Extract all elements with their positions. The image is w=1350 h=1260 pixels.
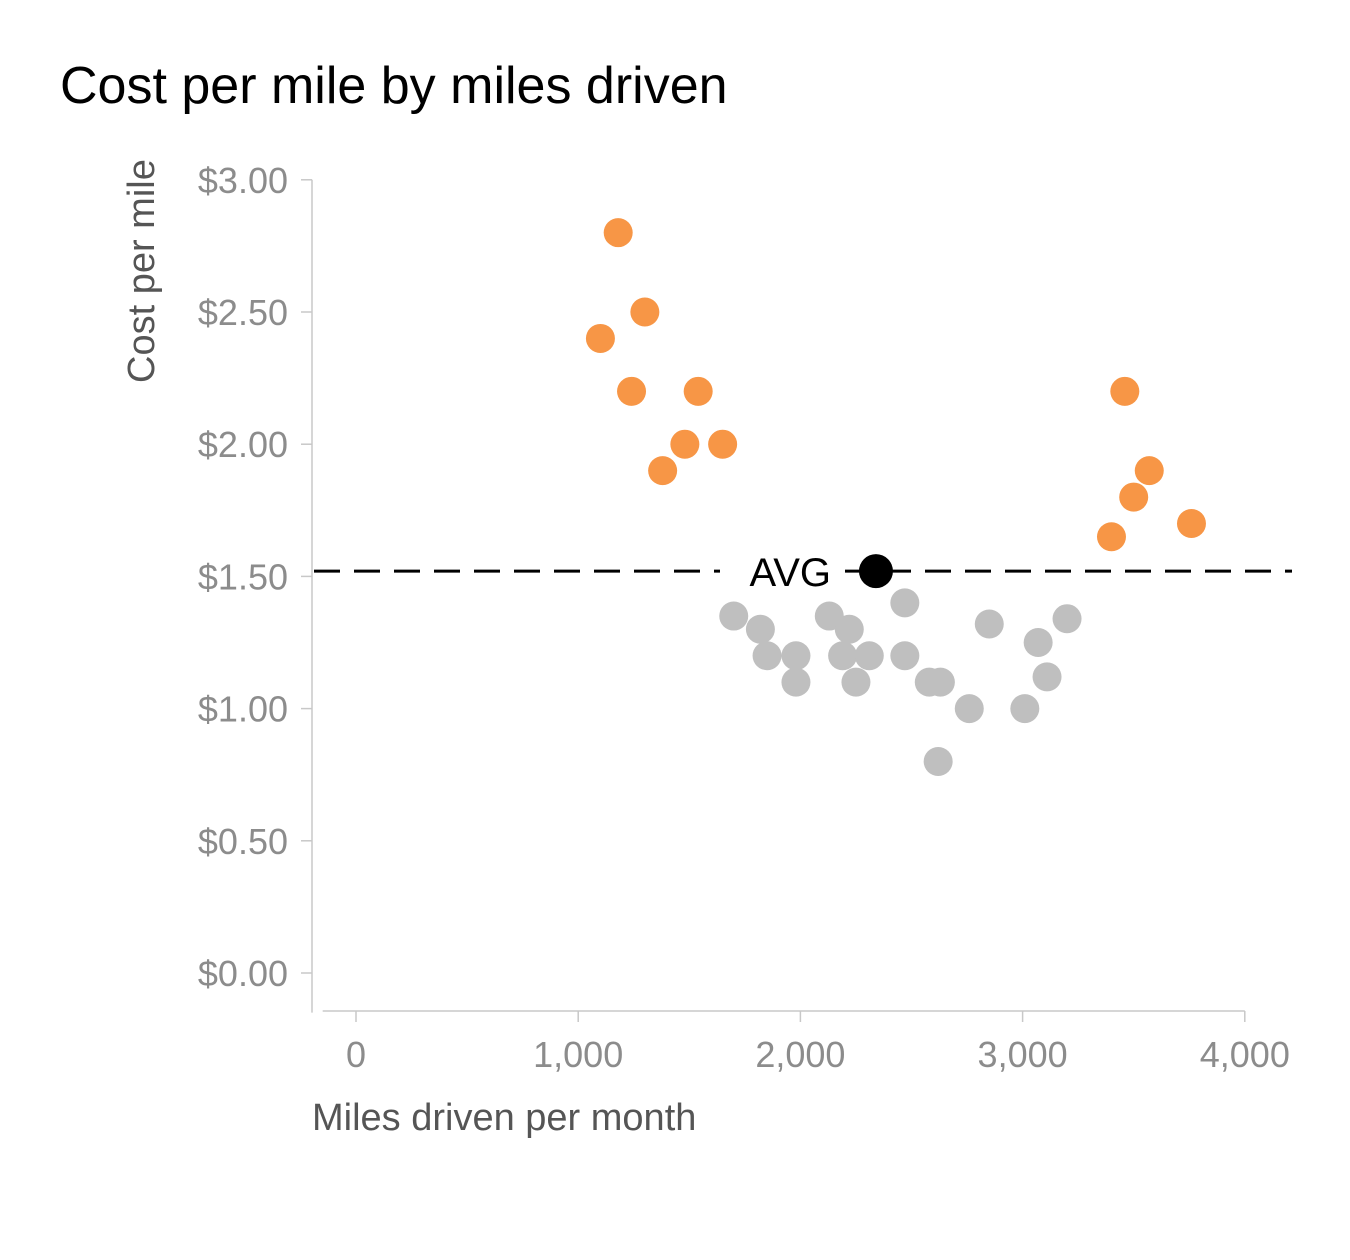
data-point xyxy=(1010,694,1040,724)
y-tick-label: $2.50 xyxy=(198,292,288,333)
average-label: AVG xyxy=(749,551,831,595)
x-tick-label: 0 xyxy=(346,1034,366,1075)
data-point xyxy=(890,641,920,671)
data-point xyxy=(683,376,713,406)
data-point xyxy=(719,601,749,631)
chart-title: Cost per mile by miles driven xyxy=(60,57,728,115)
data-point xyxy=(585,323,615,353)
data-point xyxy=(974,609,1004,639)
data-point xyxy=(923,746,953,776)
data-point xyxy=(617,376,647,406)
data-point xyxy=(828,641,858,671)
data-point xyxy=(954,694,984,724)
x-axis: 0 1,000 2,000 3,000 4,000 xyxy=(322,1010,1290,1075)
x-tick-label: 1,000 xyxy=(533,1034,623,1075)
data-point xyxy=(1052,604,1082,634)
data-point xyxy=(1096,522,1126,552)
y-tick-label: $0.50 xyxy=(198,821,288,862)
x-tick-label: 3,000 xyxy=(978,1034,1068,1075)
x-tick-label: 4,000 xyxy=(1200,1034,1290,1075)
data-point xyxy=(708,429,738,459)
data-point xyxy=(603,218,633,248)
y-tick-label: $3.00 xyxy=(198,160,288,201)
data-point xyxy=(1119,482,1149,512)
average-layer: AVG xyxy=(314,551,1292,595)
data-point xyxy=(1023,628,1053,657)
data-point xyxy=(841,667,871,697)
data-point xyxy=(781,667,811,697)
data-point xyxy=(670,429,700,459)
data-point xyxy=(925,667,955,697)
data-point xyxy=(648,456,678,486)
data-point xyxy=(630,297,660,327)
data-point xyxy=(781,641,811,671)
data-point xyxy=(1032,662,1062,692)
data-point xyxy=(1176,509,1206,539)
x-tick-label: 2,000 xyxy=(755,1034,845,1075)
data-point xyxy=(752,641,782,671)
y-tick-label: $0.00 xyxy=(198,953,288,994)
y-tick-label: $1.50 xyxy=(198,556,288,597)
data-point xyxy=(1134,456,1164,486)
data-points xyxy=(585,218,1206,776)
data-point xyxy=(834,614,864,644)
y-axis-title: Cost per mile xyxy=(121,159,163,383)
x-axis-title: Miles driven per month xyxy=(312,1097,696,1139)
y-tick-label: $2.00 xyxy=(198,424,288,465)
average-point xyxy=(858,554,893,589)
data-point xyxy=(890,588,920,618)
y-axis: $0.00 $0.50 $1.00 $1.50 $2.00 $2.50 $3.00 xyxy=(198,160,313,1013)
y-tick-label: $1.00 xyxy=(198,689,288,730)
data-point xyxy=(1110,376,1140,406)
data-point xyxy=(854,641,884,671)
data-point xyxy=(745,614,775,644)
